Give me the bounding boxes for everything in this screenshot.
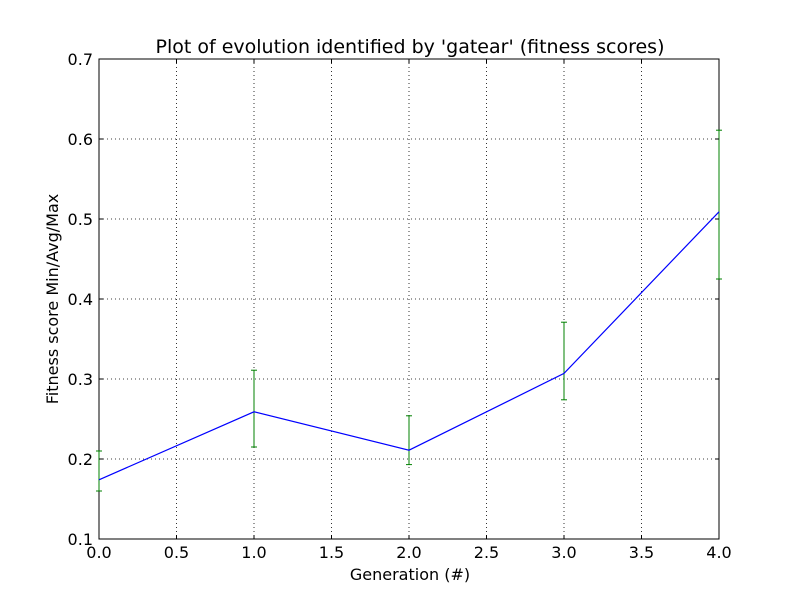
x-tick-label: 0.0 bbox=[86, 543, 111, 562]
error-bar bbox=[96, 450, 102, 492]
chart-title: Plot of evolution identified by 'gatear'… bbox=[156, 36, 665, 58]
axis-ticks: 0.0 0.5 1.0 1.5 2.0 2.5 3.0 3.5 4.0 0.1 0.2 0.3 0.4 0… bbox=[68, 50, 732, 562]
y-tick-label: 0.1 bbox=[68, 530, 93, 549]
error-bar bbox=[561, 321, 567, 401]
x-tick-label: 2.5 bbox=[474, 543, 499, 562]
y-tick-label: 0.7 bbox=[68, 50, 93, 69]
x-tick-label: 3.5 bbox=[629, 543, 654, 562]
x-axis-label: Generation (#) bbox=[350, 565, 470, 584]
error-bar bbox=[406, 415, 412, 466]
y-tick-label: 0.4 bbox=[68, 290, 93, 309]
error-bar bbox=[716, 129, 722, 280]
x-tick-label: 2.0 bbox=[396, 543, 421, 562]
y-tick-label: 0.3 bbox=[68, 370, 93, 389]
y-axis-label: Fitness score Min/Avg/Max bbox=[43, 194, 62, 404]
avg-fitness-line bbox=[98, 211, 720, 481]
x-tick-label: 0.5 bbox=[164, 543, 189, 562]
y-tick-label: 0.5 bbox=[68, 210, 93, 229]
x-tick-label: 1.0 bbox=[241, 543, 266, 562]
y-tick-label: 0.6 bbox=[68, 130, 93, 149]
error-bar bbox=[251, 369, 257, 448]
y-tick-label: 0.2 bbox=[68, 450, 93, 469]
error-bars bbox=[96, 129, 722, 492]
x-tick-label: 1.5 bbox=[319, 543, 344, 562]
x-tick-label: 4.0 bbox=[706, 543, 731, 562]
grid bbox=[99, 59, 719, 539]
x-tick-label: 3.0 bbox=[551, 543, 576, 562]
